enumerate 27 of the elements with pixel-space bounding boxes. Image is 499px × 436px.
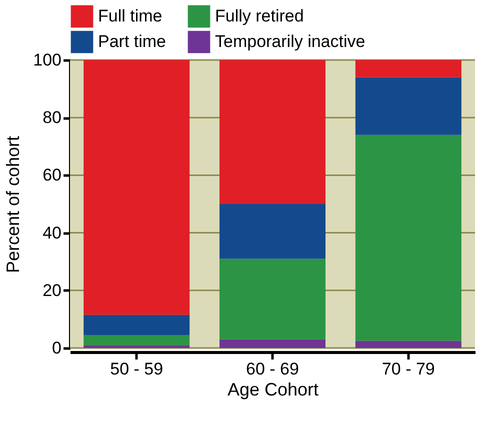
y-tick-label: 0 bbox=[52, 338, 62, 358]
bar bbox=[219, 258, 326, 340]
bar bbox=[84, 314, 190, 336]
bar bbox=[219, 339, 326, 348]
x-tick-label: 60 - 69 bbox=[246, 360, 299, 378]
bar bbox=[219, 60, 326, 204]
legend-label: Full time bbox=[98, 6, 162, 26]
bar bbox=[355, 134, 462, 341]
bar bbox=[219, 204, 326, 259]
y-tick-label: 80 bbox=[42, 108, 62, 128]
y-tick-label: 20 bbox=[42, 280, 62, 300]
x-tick-label: 50 - 59 bbox=[110, 360, 164, 378]
legend-label: Fully retired bbox=[215, 6, 304, 26]
y-tick-label: 100 bbox=[33, 50, 62, 70]
bar bbox=[84, 60, 190, 315]
legend-label: Part time bbox=[98, 32, 166, 51]
bar bbox=[84, 345, 190, 348]
legend-label: Temporarily inactive bbox=[215, 32, 366, 51]
bar bbox=[355, 77, 462, 135]
x-tick-label: 70 - 79 bbox=[382, 360, 435, 378]
bar bbox=[355, 340, 462, 348]
x-axis-title: Age Cohort bbox=[227, 380, 319, 400]
y-tick-label: 60 bbox=[42, 166, 62, 185]
y-tick-label: 40 bbox=[42, 223, 62, 242]
bar bbox=[84, 335, 190, 346]
y-axis-title: Percent of cohort bbox=[3, 136, 24, 274]
bar bbox=[355, 60, 462, 78]
